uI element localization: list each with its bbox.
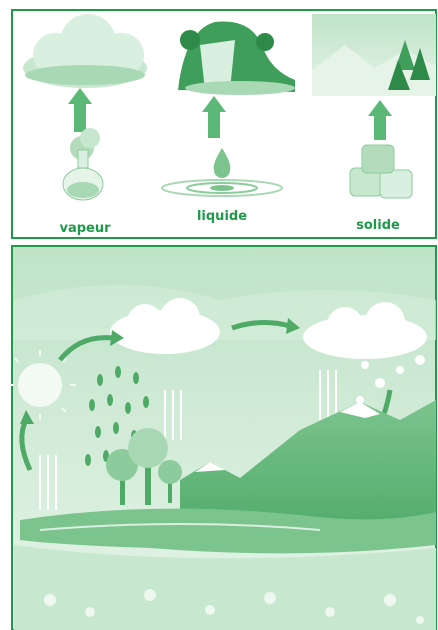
cloud-part bbox=[160, 298, 200, 338]
state-label: vapeur bbox=[59, 221, 111, 236]
waterfall-illustration-part bbox=[256, 33, 274, 51]
snow-scene-illustration bbox=[312, 14, 436, 96]
rain-part bbox=[143, 396, 149, 408]
cloud-part bbox=[365, 302, 405, 342]
ice-cubes-illustration-part bbox=[362, 145, 394, 173]
arrow-up-part bbox=[208, 110, 220, 138]
flowers-part bbox=[264, 592, 276, 604]
rain-part bbox=[133, 372, 139, 384]
flask-illustration-part bbox=[80, 128, 100, 148]
rain-part bbox=[85, 454, 91, 466]
flowers-part bbox=[325, 607, 335, 617]
flask-illustration-part bbox=[67, 182, 99, 198]
flask-illustration-part bbox=[78, 150, 88, 168]
flowers-part bbox=[416, 616, 424, 624]
rain-part bbox=[107, 394, 113, 406]
flowers-part bbox=[144, 589, 156, 601]
flowers-part bbox=[44, 594, 56, 606]
ice-cubes-illustration-part bbox=[380, 170, 412, 198]
trees-part bbox=[128, 428, 168, 468]
state-label: solide bbox=[356, 218, 400, 233]
snowflakes-part bbox=[361, 361, 369, 369]
cloud-part bbox=[327, 307, 363, 343]
flowers-part bbox=[85, 607, 95, 617]
flowers-part bbox=[205, 605, 215, 615]
arrow-up-part bbox=[74, 102, 86, 132]
snowflakes-part bbox=[396, 366, 404, 374]
waterfall-illustration-part bbox=[180, 30, 200, 50]
snowflakes-part bbox=[356, 396, 364, 404]
page: {"states": [{"label": "vapeur"}, {"label… bbox=[0, 0, 438, 630]
rain-part bbox=[125, 402, 131, 414]
flowers-part bbox=[384, 594, 396, 606]
rain-part bbox=[113, 422, 119, 434]
state-label: liquide bbox=[197, 209, 247, 224]
drop-illustration-part bbox=[210, 185, 234, 191]
waterfall-illustration-part bbox=[185, 81, 295, 95]
states-panel: vapeur liquide bbox=[12, 10, 436, 238]
rain-part bbox=[115, 366, 121, 378]
arrow-up-part bbox=[374, 114, 386, 140]
cloud-part bbox=[303, 315, 427, 359]
snowflakes-part bbox=[415, 355, 425, 365]
trees-part bbox=[158, 460, 182, 484]
water-states-illustration: vapeur liquide bbox=[0, 0, 438, 630]
cloud-illustration-part bbox=[25, 65, 145, 85]
rain-part bbox=[95, 426, 101, 438]
cloud-part bbox=[127, 304, 163, 340]
rain-part bbox=[97, 374, 103, 386]
waterfall-illustration bbox=[175, 20, 297, 95]
sun-part bbox=[18, 363, 62, 407]
water-cycle-panel bbox=[10, 246, 436, 630]
snowflakes-part bbox=[375, 378, 385, 388]
rain-part bbox=[89, 399, 95, 411]
